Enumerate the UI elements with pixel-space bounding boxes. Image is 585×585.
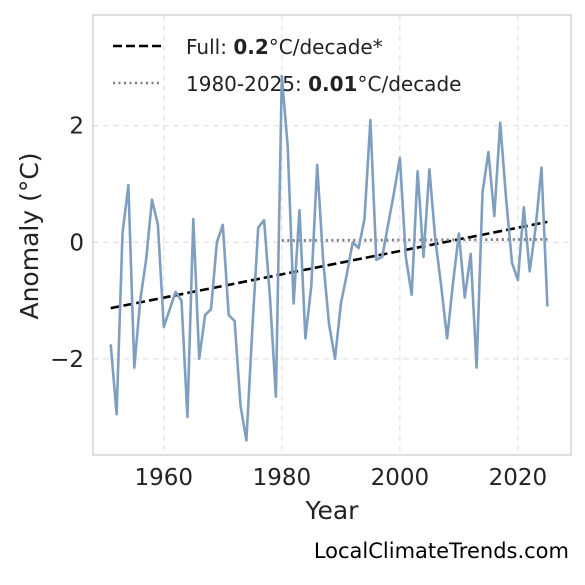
y-tick-labels: −2 0 2 — [50, 114, 84, 373]
y-tick-label: −2 — [50, 347, 84, 373]
site-credit: LocalClimateTrends.com — [313, 539, 569, 563]
y-tick-label: 0 — [69, 230, 84, 256]
anomaly-series-line — [109, 74, 549, 442]
legend-recent-unit: °C/decade — [357, 72, 461, 96]
x-tick-labels: 1960 1980 2000 2020 — [135, 465, 548, 491]
x-tick-label: 1980 — [253, 465, 312, 491]
x-axis-label: Year — [305, 496, 360, 525]
x-tick-label: 2000 — [371, 465, 430, 491]
legend: Full: 0.2°C/decade* 1980-2025: 0.01°C/de… — [113, 35, 461, 96]
legend-full-value: 0.2 — [233, 35, 268, 59]
trend-line-full — [110, 220, 548, 310]
legend-recent-value: 0.01 — [308, 72, 357, 96]
y-axis-label: Anomaly (°C) — [15, 152, 44, 319]
y-tick-label: 2 — [69, 114, 84, 140]
legend-full-unit: °C/decade* — [269, 35, 383, 59]
legend-full-name: Full — [186, 35, 220, 59]
legend-full-label: Full: 0.2°C/decade* — [186, 35, 383, 59]
x-tick-label: 1960 — [135, 465, 194, 491]
plot-frame — [92, 14, 572, 456]
legend-recent-name: 1980-2025 — [186, 72, 295, 96]
legend-recent-label: 1980-2025: 0.01°C/decade — [186, 72, 461, 96]
x-tick-label: 2020 — [489, 465, 548, 491]
